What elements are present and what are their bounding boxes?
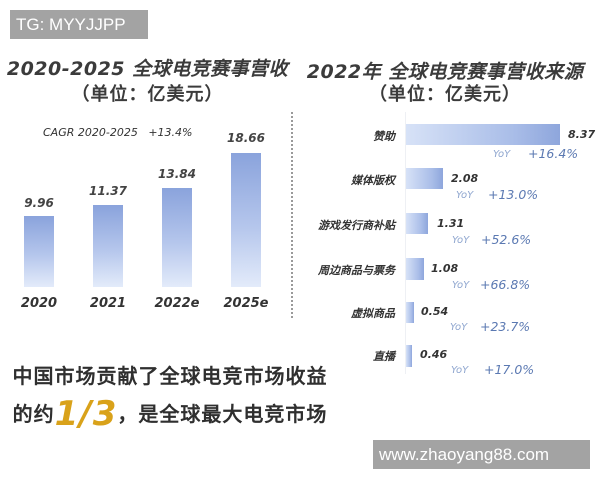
- category-label: 2021: [89, 296, 127, 311]
- cagr-label: CAGR 2020-2025: [43, 126, 138, 139]
- left-chart-subtitle: （单位：亿美元）: [71, 84, 224, 105]
- yoy-value: +16.4%: [528, 146, 579, 161]
- yoy-value: +52.6%: [481, 232, 532, 247]
- right-chart-title: 2022年 全球电竞赛事营收来源: [306, 61, 584, 83]
- panel-divider: [291, 112, 293, 318]
- yoy-value: +17.0%: [484, 362, 535, 377]
- bar-value: 13.84: [158, 167, 196, 181]
- yoy-label: YoY: [493, 149, 511, 160]
- bottom-text-line2: 的约1/3，是全球最大电竞市场: [0, 394, 340, 434]
- highlight-fraction: 1/3: [54, 394, 118, 434]
- bar-value: 0.54: [421, 305, 449, 318]
- category-label: 2020: [20, 296, 58, 311]
- bar-value: 0.46: [420, 348, 448, 361]
- category-label: 直播: [373, 350, 395, 363]
- bar-virtual-goods: [406, 302, 414, 323]
- category-label: 周边商品与票务: [318, 264, 395, 277]
- category-label: 媒体版权: [351, 174, 395, 187]
- bar-merch-tickets: [406, 258, 424, 280]
- bar-value: 1.31: [437, 217, 465, 230]
- bar-2020: [24, 216, 54, 287]
- bar-value: 11.37: [89, 184, 127, 198]
- bottom-text-line1: 中国市场贡献了全球电竞市场收益: [12, 364, 328, 388]
- right-chart-subtitle: （单位：亿美元）: [369, 84, 521, 105]
- bar-streaming: [406, 345, 412, 367]
- watermark-top: TG: MYYJJPP: [10, 10, 148, 39]
- yoy-value: +66.8%: [480, 277, 531, 292]
- yoy-label: YoY: [451, 365, 469, 376]
- bar-2022e: [162, 188, 192, 287]
- category-label: 赞助: [373, 130, 395, 143]
- bar-value: 9.96: [24, 196, 54, 210]
- yoy-label: YoY: [452, 235, 470, 246]
- bar-2021: [93, 205, 123, 287]
- cagr-value: +13.4%: [148, 126, 193, 139]
- yoy-label: YoY: [456, 190, 474, 201]
- bar-sponsorship: [406, 124, 560, 145]
- bar-media-rights: [406, 168, 443, 189]
- bar-value: 2.08: [451, 172, 479, 185]
- bar-publisher-fees: [406, 213, 428, 234]
- bar-2025e: [231, 153, 261, 287]
- left-chart-title: 2020-2025 全球电竞赛事营收: [6, 58, 289, 80]
- category-label: 2022e: [154, 296, 200, 311]
- category-label: 虚拟商品: [351, 307, 395, 320]
- bar-value: 18.66: [227, 131, 265, 145]
- yoy-label: YoY: [450, 322, 468, 333]
- right-chart-axis: [405, 112, 406, 374]
- category-label: 游戏发行商补贴: [318, 219, 395, 232]
- bar-value: 1.08: [431, 262, 459, 275]
- yoy-label: YoY: [452, 280, 470, 291]
- yoy-value: +13.0%: [488, 187, 539, 202]
- watermark-bottom: www.zhaoyang88.com: [373, 440, 590, 469]
- yoy-value: +23.7%: [480, 319, 531, 334]
- cagr-annotation: CAGR 2020-2025 +13.4%: [43, 126, 193, 139]
- line2-suffix: ，是全球最大电竞市场: [117, 402, 328, 426]
- bar-value: 8.37: [568, 128, 596, 141]
- line2-prefix: 的约: [12, 402, 55, 426]
- category-label: 2025e: [223, 296, 269, 311]
